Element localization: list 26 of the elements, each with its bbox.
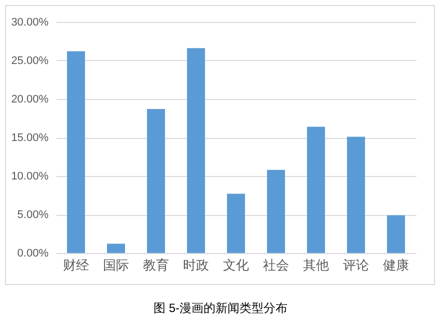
bar [147,109,165,253]
x-tick-label: 财经 [63,258,89,272]
x-tick-label: 文化 [223,258,249,272]
y-tick-label: 0.00% [17,248,49,260]
x-tick-label: 时政 [183,258,209,272]
y-tick-label: 20.00% [11,94,49,106]
y-tick-label: 15.00% [11,132,49,144]
bar [387,215,405,253]
caption: 图 5-漫画的新闻类型分布 [152,300,288,317]
x-tick-label: 其他 [303,258,329,272]
x-tick-label: 社会 [263,258,289,272]
y-tick-label: 10.00% [11,170,49,182]
bar [267,170,285,253]
bar [227,194,245,253]
y-tick-label: 25.00% [11,55,49,67]
x-tick-label: 评论 [343,258,369,272]
y-tick-label: 30.00% [11,16,49,28]
x-tick-label: 国际 [103,258,129,272]
x-tick-label: 教育 [143,258,169,272]
bar [187,48,205,253]
bar [67,51,85,253]
bar [307,126,325,253]
y-tick-label: 5.00% [17,209,49,221]
bar [347,136,365,253]
x-tick-label: 健康 [383,258,409,272]
bar [107,244,125,253]
